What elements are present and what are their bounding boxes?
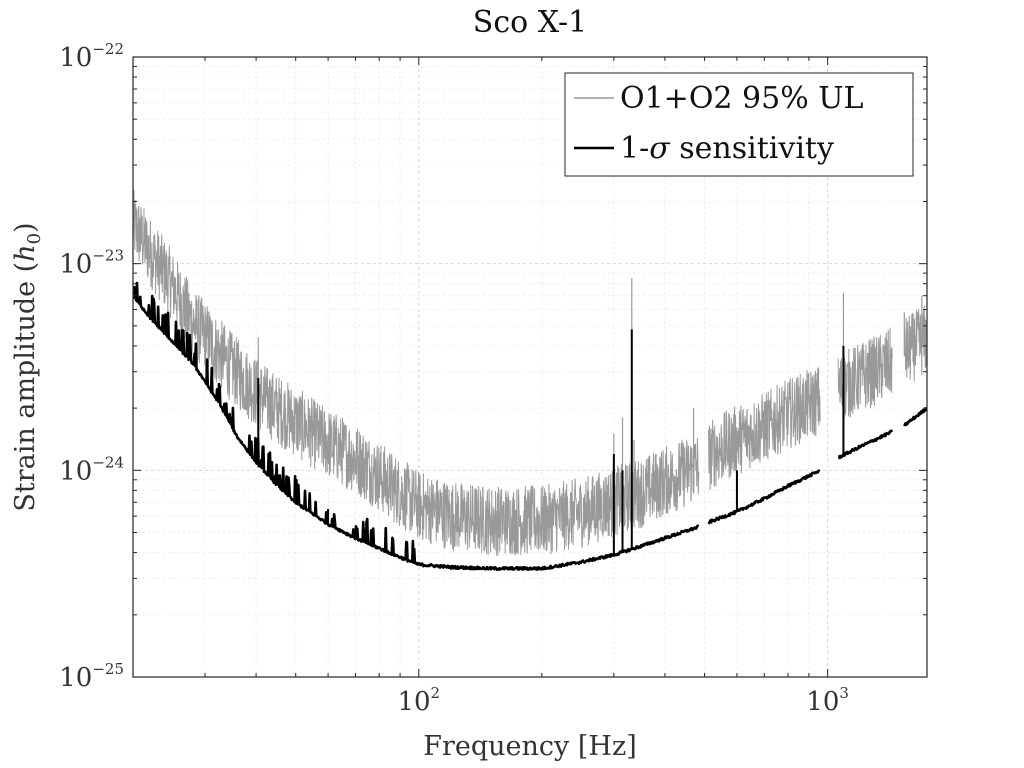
chart-title: Sco X-1: [473, 5, 587, 40]
ticks-layer: [132, 57, 927, 678]
series-sensitivity-line: [707, 469, 821, 525]
x-axis-label: Frequency [Hz]: [423, 731, 636, 762]
legend-box: [564, 72, 914, 177]
series-sensitivity-line: [837, 429, 894, 460]
x-tick-label: 102: [397, 684, 440, 717]
y-tick-label: 10−23: [59, 247, 124, 280]
legend-label-ul: O1+O2 95% UL: [620, 81, 864, 116]
series-ul-line: [707, 367, 821, 490]
legend-label-sensitivity: 1-σ sensitivity: [620, 131, 834, 166]
series-ul-line: [837, 327, 893, 420]
series-ul-line: [903, 305, 927, 382]
y-tick-label: 10−22: [59, 40, 124, 73]
y-tick-label: 10−24: [59, 453, 124, 486]
legend: O1+O2 95% UL 1-σ sensitivity: [564, 72, 914, 177]
y-axis-label: Strain amplitude (h0): [10, 222, 45, 511]
series-sensitivity-line: [133, 281, 700, 572]
series-layer: [133, 189, 927, 572]
x-tick-label: 103: [806, 684, 849, 717]
tick-labels: 102 103 10−22 10−23 10−24 10−25: [59, 40, 849, 717]
series-sensitivity-line: [903, 407, 927, 427]
y-tick-label: 10−25: [59, 660, 124, 693]
series-ul-line: [133, 189, 700, 556]
plot-frame: [132, 56, 928, 678]
